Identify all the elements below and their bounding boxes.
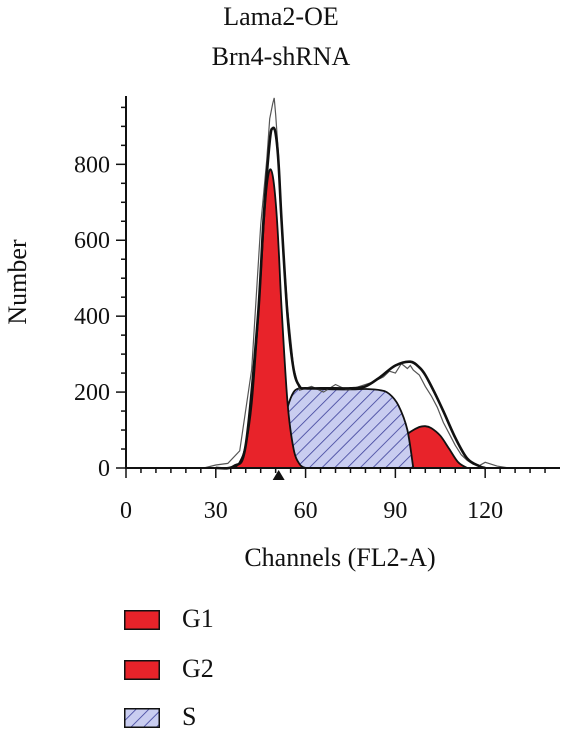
legend-label-s: S	[182, 702, 197, 731]
x-tick-label: 0	[120, 498, 132, 524]
x-tick-label: 60	[294, 498, 318, 524]
y-tick-label: 800	[74, 152, 110, 178]
series-lines	[203, 97, 510, 470]
x-marker-triangle	[272, 470, 285, 480]
legend-swatch-g1	[124, 610, 160, 630]
legend-swatch-g2	[124, 660, 160, 680]
y-tick-label: 600	[74, 228, 110, 254]
y-tick-label: 400	[74, 304, 110, 330]
legend-item-g2: G2	[124, 654, 324, 684]
chart-title-line-1: Lama2-OE	[223, 2, 339, 31]
x-tick-label: 120	[467, 498, 503, 524]
legend-item-g1: G1	[124, 604, 324, 634]
axes: 0 200 400 600 800 0 30 60 90 120	[74, 96, 560, 524]
y-tick-label: 0	[98, 456, 110, 482]
x-tick-label: 90	[383, 498, 407, 524]
legend-item-s: S	[124, 702, 324, 732]
fit-line	[215, 126, 486, 470]
chart-title-line-2: Brn4-shRNA	[211, 42, 351, 71]
x-tick-label: 30	[204, 498, 228, 524]
y-tick-label: 200	[74, 380, 110, 406]
legend-swatch-s	[124, 708, 160, 728]
x-axis-label: Channels (FL2-A)	[244, 543, 435, 572]
legend-label-g1: G1	[182, 604, 214, 633]
legend-label-g2: G2	[182, 654, 214, 683]
histogram-chart: 0 200 400 600 800 0 30 60 90 120 Channels (FL2-A)…	[3, 96, 560, 572]
series-areas	[231, 168, 471, 469]
y-axis-label: Number	[3, 239, 32, 325]
